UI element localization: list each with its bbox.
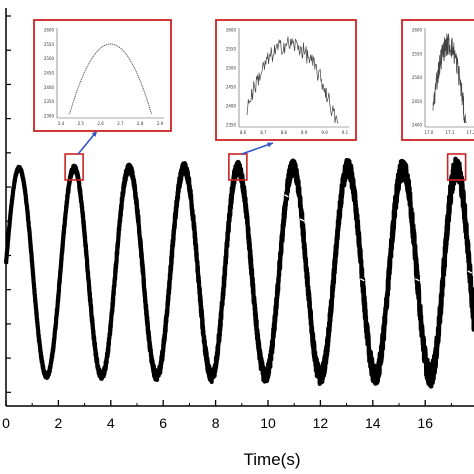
highlight-boxes [64,130,467,181]
inset-y-tick-label: 2500 [412,75,423,80]
zoom-arrowhead [91,131,97,137]
box-3 [446,153,467,181]
signal-gap [299,218,305,222]
inset-y-tick-label: 2400 [44,85,55,90]
signal-gap [467,270,473,274]
inset-y-tick-label: 2400 [412,123,423,128]
inset-x-tick-label: 2.4 [58,121,65,126]
inset-y-tick-label: 2450 [412,99,423,104]
inset-x-tick-label: 17.2 [467,130,474,135]
inset-x-tick-label: 2.7 [117,121,124,126]
inset-y-tick-label: 2500 [226,66,237,71]
x-tick-label: 4 [107,415,115,431]
inset-y-tick-label: 2300 [44,114,55,119]
inset-x-tick-label: 8.9 [301,130,308,135]
inset-frame [33,19,172,132]
inset-y-tick-label: 2550 [226,47,237,52]
inset-frame [215,19,357,141]
inset-x-tick-label: 17.1 [446,130,455,135]
inset-curve [68,43,153,115]
signal-gap [360,278,365,282]
inset-x-tick-label: 2.9 [157,121,164,126]
inset-y-tick-label: 2450 [44,71,55,76]
inset-x-tick-label: 8.6 [240,130,247,135]
inset-y-tick-label: 2350 [226,123,237,128]
axes [5,8,474,407]
x-tick-label: 0 [2,415,10,431]
inset-y-tick-label: 2500 [44,56,55,61]
zoom-arrow [241,142,274,155]
box-1 [64,153,84,181]
inset-x-tick-label: 2.5 [78,121,85,126]
inset-curve [246,36,339,124]
x-tick-label: 16 [417,415,433,431]
inset-x-tick-label: 17.0 [425,130,434,135]
x-tick-labels: 0 2 4 6 8 10 12 14 16 [2,415,433,431]
inset-y-tick-label: 2550 [44,42,55,47]
inset-y-tick-label: 2550 [412,51,423,56]
inset-y-tick-label: 2600 [44,28,55,33]
x-tick-label: 2 [55,415,63,431]
inset-x-tick-label: 2.6 [97,121,104,126]
inset-x-tick-label: 2.8 [137,121,144,126]
signal-layer [3,156,474,389]
signal-gap [415,278,420,282]
x-axis-title: Time(s) [244,450,301,469]
x-tick-label: 8 [212,415,220,431]
x-tick-label: 14 [365,415,381,431]
inset-y-tick-label: 2450 [226,85,237,90]
inset-y-tick-label: 2350 [44,99,55,104]
signal-trace [3,156,474,389]
inset-x-tick-label: 8.7 [260,130,267,135]
inset-x-tick-label: 9.0 [321,130,328,135]
inset-x-tick-label: 9.1 [342,130,349,135]
inset-y-tick-label: 2600 [412,28,423,33]
box-2 [228,153,248,181]
x-tick-label: 12 [313,415,329,431]
x-tick-label: 10 [260,415,276,431]
x-tick-label: 6 [159,415,167,431]
inset-y-tick-label: 2600 [226,28,237,33]
zoom-arrowhead [267,142,273,148]
inset-x-tick-label: 8.8 [281,130,288,135]
signal-gap [284,194,289,198]
inset-curve [432,33,467,124]
inset-y-tick-label: 2400 [226,104,237,109]
